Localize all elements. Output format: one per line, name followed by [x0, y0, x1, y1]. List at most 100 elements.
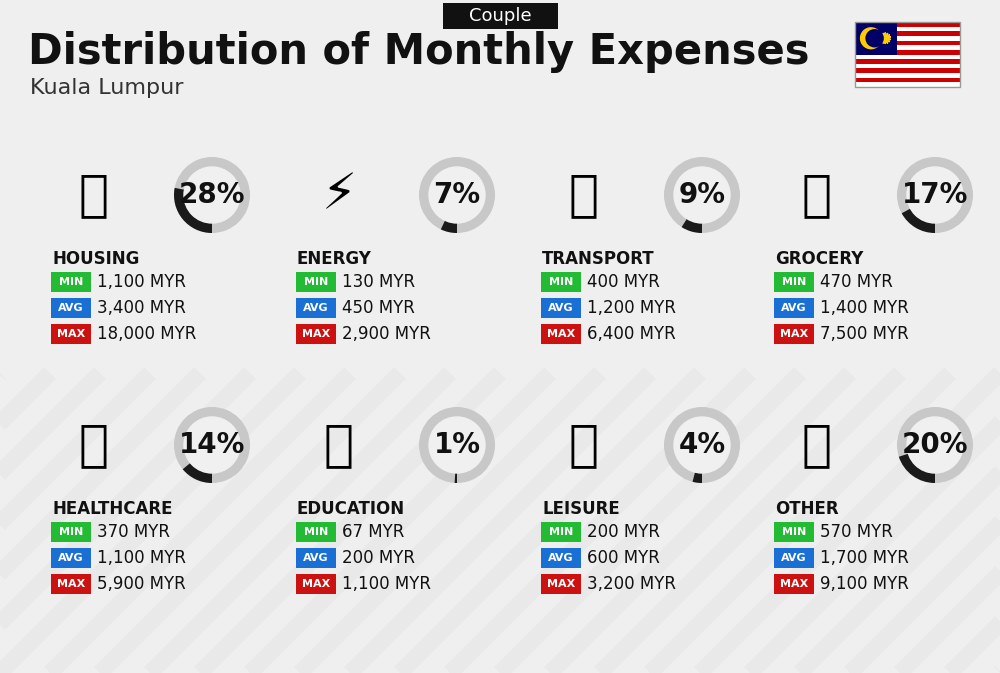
Wedge shape — [183, 463, 212, 483]
Text: 200 MYR: 200 MYR — [342, 549, 415, 567]
Wedge shape — [897, 407, 973, 483]
Text: 130 MYR: 130 MYR — [342, 273, 415, 291]
Wedge shape — [682, 219, 702, 233]
Circle shape — [184, 417, 240, 473]
FancyBboxPatch shape — [774, 272, 814, 292]
Text: AVG: AVG — [781, 303, 807, 313]
FancyBboxPatch shape — [855, 36, 960, 40]
Text: AVG: AVG — [548, 303, 574, 313]
Text: 1,200 MYR: 1,200 MYR — [587, 299, 676, 317]
Circle shape — [907, 167, 963, 223]
Text: LEISURE: LEISURE — [542, 500, 620, 518]
Text: MIN: MIN — [304, 277, 328, 287]
Text: 🛒: 🛒 — [802, 171, 832, 219]
FancyBboxPatch shape — [541, 298, 581, 318]
Text: ENERGY: ENERGY — [297, 250, 372, 268]
Text: 200 MYR: 200 MYR — [587, 523, 660, 541]
FancyBboxPatch shape — [855, 40, 960, 45]
FancyBboxPatch shape — [855, 59, 960, 64]
Wedge shape — [897, 157, 973, 233]
Text: 600 MYR: 600 MYR — [587, 549, 660, 567]
Wedge shape — [174, 157, 250, 233]
Text: 3,400 MYR: 3,400 MYR — [97, 299, 186, 317]
Text: 470 MYR: 470 MYR — [820, 273, 893, 291]
Text: MIN: MIN — [782, 277, 806, 287]
Text: 7,500 MYR: 7,500 MYR — [820, 325, 909, 343]
Text: 3,200 MYR: 3,200 MYR — [587, 575, 676, 593]
FancyBboxPatch shape — [774, 522, 814, 542]
FancyBboxPatch shape — [296, 324, 336, 344]
Text: AVG: AVG — [781, 553, 807, 563]
Wedge shape — [174, 188, 212, 233]
Text: OTHER: OTHER — [775, 500, 839, 518]
Text: 9,100 MYR: 9,100 MYR — [820, 575, 909, 593]
Wedge shape — [419, 157, 495, 233]
FancyBboxPatch shape — [855, 73, 960, 77]
Wedge shape — [664, 407, 740, 483]
Text: 14%: 14% — [179, 431, 245, 459]
Text: MAX: MAX — [547, 579, 575, 589]
Circle shape — [866, 30, 883, 47]
FancyBboxPatch shape — [296, 548, 336, 568]
FancyBboxPatch shape — [855, 45, 960, 50]
Text: 👜: 👜 — [802, 421, 832, 469]
FancyBboxPatch shape — [541, 548, 581, 568]
Text: 1,100 MYR: 1,100 MYR — [342, 575, 431, 593]
Circle shape — [429, 417, 485, 473]
FancyBboxPatch shape — [774, 548, 814, 568]
FancyBboxPatch shape — [855, 64, 960, 69]
Text: 🚌: 🚌 — [569, 171, 599, 219]
Text: 4%: 4% — [678, 431, 726, 459]
Circle shape — [674, 167, 730, 223]
Text: AVG: AVG — [58, 553, 84, 563]
Text: EDUCATION: EDUCATION — [297, 500, 405, 518]
FancyBboxPatch shape — [855, 69, 960, 73]
FancyBboxPatch shape — [51, 298, 91, 318]
Text: MAX: MAX — [780, 329, 808, 339]
Text: 5,900 MYR: 5,900 MYR — [97, 575, 186, 593]
Text: 🏢: 🏢 — [79, 171, 109, 219]
Text: TRANSPORT: TRANSPORT — [542, 250, 655, 268]
Text: 7%: 7% — [433, 181, 481, 209]
Wedge shape — [174, 407, 250, 483]
Circle shape — [429, 167, 485, 223]
Circle shape — [184, 167, 240, 223]
FancyBboxPatch shape — [855, 31, 960, 36]
Text: 2,900 MYR: 2,900 MYR — [342, 325, 431, 343]
Text: GROCERY: GROCERY — [775, 250, 863, 268]
FancyBboxPatch shape — [855, 77, 960, 82]
Text: MIN: MIN — [549, 277, 573, 287]
FancyBboxPatch shape — [774, 298, 814, 318]
Text: MIN: MIN — [59, 277, 83, 287]
FancyBboxPatch shape — [51, 548, 91, 568]
FancyBboxPatch shape — [855, 55, 960, 59]
Text: ⚡: ⚡ — [321, 171, 357, 219]
Text: 🎓: 🎓 — [324, 421, 354, 469]
Text: 570 MYR: 570 MYR — [820, 523, 893, 541]
FancyBboxPatch shape — [296, 272, 336, 292]
FancyBboxPatch shape — [296, 574, 336, 594]
Circle shape — [907, 417, 963, 473]
FancyBboxPatch shape — [855, 22, 897, 55]
Text: 9%: 9% — [678, 181, 726, 209]
Text: 1,700 MYR: 1,700 MYR — [820, 549, 909, 567]
FancyBboxPatch shape — [855, 82, 960, 87]
Text: AVG: AVG — [58, 303, 84, 313]
FancyBboxPatch shape — [774, 324, 814, 344]
Text: MAX: MAX — [302, 329, 330, 339]
Text: MIN: MIN — [304, 527, 328, 537]
Text: HEALTHCARE: HEALTHCARE — [52, 500, 173, 518]
Text: Kuala Lumpur: Kuala Lumpur — [30, 78, 184, 98]
Text: 17%: 17% — [902, 181, 968, 209]
Text: Couple: Couple — [469, 7, 531, 25]
FancyBboxPatch shape — [541, 574, 581, 594]
FancyBboxPatch shape — [855, 50, 960, 55]
Wedge shape — [664, 157, 740, 233]
Text: MAX: MAX — [780, 579, 808, 589]
FancyBboxPatch shape — [51, 272, 91, 292]
Wedge shape — [419, 407, 495, 483]
Text: 💊: 💊 — [79, 421, 109, 469]
Text: 450 MYR: 450 MYR — [342, 299, 415, 317]
Wedge shape — [693, 472, 702, 483]
Text: HOUSING: HOUSING — [52, 250, 139, 268]
